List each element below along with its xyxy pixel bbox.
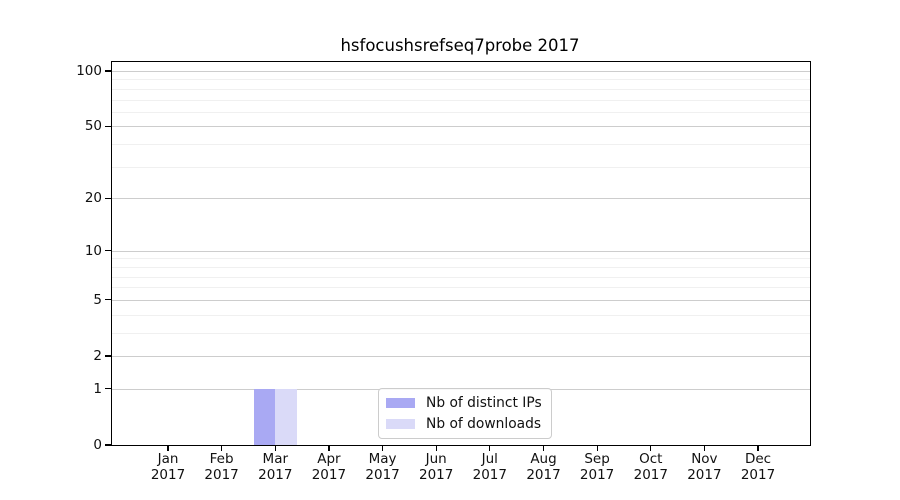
chart-title: hsfocushsrefseq7probe 2017 [340,36,580,55]
y-axis-tick-label: 10 [84,242,102,259]
y-axis-tick [105,355,111,357]
y-axis-tick [105,197,111,199]
bar-downloads [275,388,297,445]
y-axis-tick-label: 20 [84,190,102,207]
gridline-major [112,356,810,357]
y-axis-tick-label: 50 [84,118,102,135]
legend: Nb of distinct IPs Nb of downloads [378,388,552,439]
x-axis-tick [489,445,491,451]
y-axis-tick [105,388,111,390]
y-axis-tick [105,70,111,72]
gridline-minor [112,99,810,101]
y-axis-tick-label: 100 [76,63,102,79]
y-axis-tick [105,299,111,301]
x-axis-tick-label: Nov 2017 [687,451,722,483]
y-axis-tick-label: 5 [93,291,102,308]
x-axis-tick [542,445,545,451]
gridline-minor [112,111,810,113]
x-axis-tick [757,445,759,451]
x-axis-tick [328,445,330,451]
gridline-minor [112,88,810,90]
gridline-minor [112,276,810,278]
x-axis-tick [650,445,652,451]
y-axis-tick-label: 2 [93,348,102,364]
x-axis-tick-label: Jul 2017 [472,451,507,483]
y-axis-tick-label: 1 [93,380,102,397]
gridline-major [112,126,810,128]
y-axis-tick [105,125,111,128]
x-axis-tick-label: Oct 2017 [633,451,668,483]
gridline-minor [112,258,810,260]
gridline-major [112,299,810,301]
x-axis-tick [167,445,169,451]
gridline-minor [112,166,810,168]
bar-distinct-ips [253,388,276,445]
x-axis-tick [703,445,706,451]
x-axis-tick [596,445,598,451]
y-axis-tick-label: 0 [93,437,102,453]
x-axis-tick [381,445,384,451]
gridline-minor [112,144,810,146]
y-axis-tick [105,250,111,252]
x-axis-tick-label: Aug 2017 [526,451,561,483]
legend-label-distinct-ips: Nb of distinct IPs [426,395,542,411]
gridline-minor [112,314,810,316]
x-axis-tick-label: May 2017 [365,451,400,483]
legend-item-downloads: Nb of downloads [386,416,542,432]
gridline-minor [112,266,810,268]
x-axis-tick-label: Jun 2017 [419,451,454,483]
gridline-minor [112,287,810,289]
x-axis-tick [274,445,276,451]
x-axis-tick [435,445,437,451]
legend-swatch-distinct-ips [386,398,415,408]
y-axis-tick [105,444,111,446]
x-axis-tick-label: Feb 2017 [204,451,239,483]
legend-swatch-downloads [386,419,415,429]
x-axis-tick-label: Mar 2017 [258,451,293,483]
x-axis-tick [221,445,223,451]
x-axis-tick-label: Dec 2017 [740,451,776,483]
x-axis-tick-label: Jan 2017 [150,451,186,483]
legend-item-distinct-ips: Nb of distinct IPs [386,395,542,411]
gridline-major [112,198,810,200]
gridline-minor [112,332,810,334]
legend-label-downloads: Nb of downloads [426,416,542,432]
gridline-major [112,250,810,252]
x-axis-tick-label: Sep 2017 [579,451,615,483]
plot-area: Nb of distinct IPs Nb of downloads 0 1 2 5 1… [76,61,811,482]
x-axis-tick-label: Apr 2017 [311,451,347,483]
gridline-minor [112,79,810,81]
gridline-major [112,71,810,72]
